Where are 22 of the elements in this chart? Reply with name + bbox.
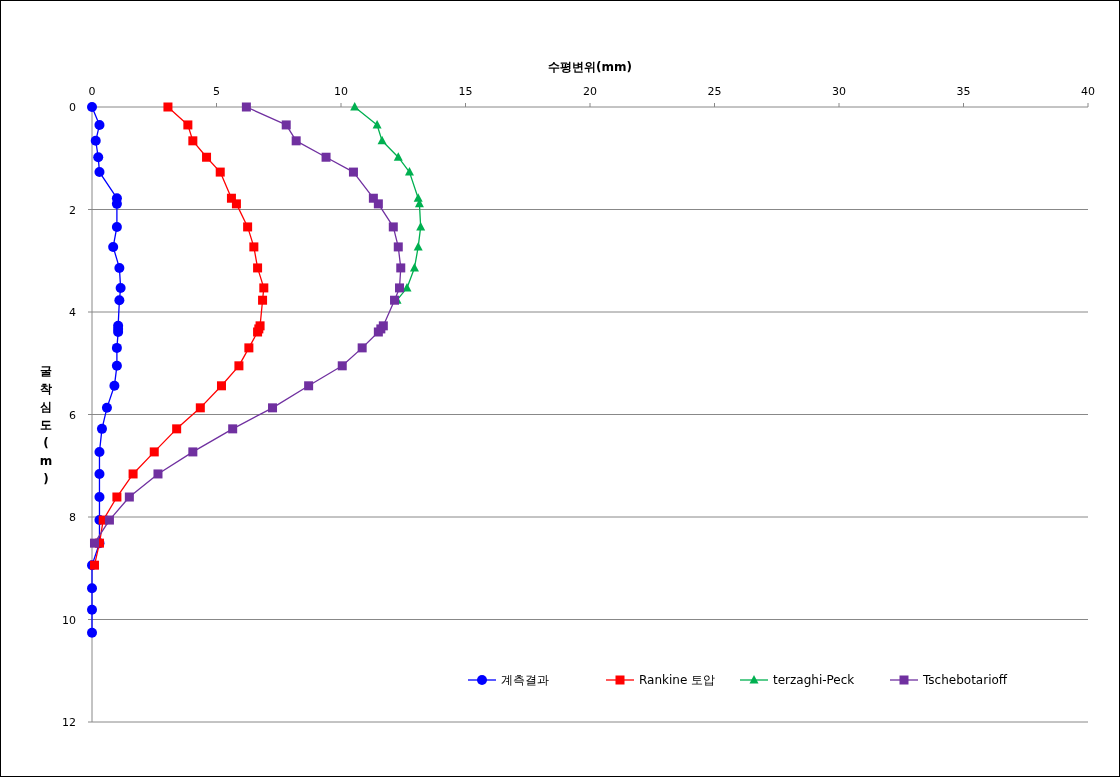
y-tick-label: 6 (69, 408, 76, 422)
y-tick-label: 2 (69, 203, 76, 217)
legend-label: 계측결과 (501, 673, 549, 687)
x-tick-label: 40 (1081, 85, 1095, 98)
y-axis-title: 굴착심도(m) (39, 364, 53, 486)
y-tick-label: 8 (69, 511, 76, 524)
x-tick-label: 5 (213, 85, 220, 98)
y-tick-label: 12 (62, 716, 76, 729)
legend-label: terzaghi-Peck (773, 673, 855, 687)
x-tick-label: 0 (88, 85, 96, 98)
y-tick-label: 10 (62, 613, 76, 627)
legend-label: Rankine 토압 (639, 673, 716, 687)
x-tick-label: 25 (707, 85, 722, 98)
x-tick-label: 10 (334, 85, 348, 98)
x-axis-title: 수평변위(mm) (548, 60, 632, 74)
x-tick-label: 30 (832, 85, 846, 98)
x-tick-label: 35 (956, 85, 971, 98)
y-tick-label: 4 (69, 306, 76, 319)
x-tick-label: 15 (458, 85, 473, 98)
legend-label: Tschebotarioff (922, 673, 1008, 687)
x-tick-label: 20 (583, 85, 597, 98)
y-tick-label: 0 (69, 101, 76, 114)
